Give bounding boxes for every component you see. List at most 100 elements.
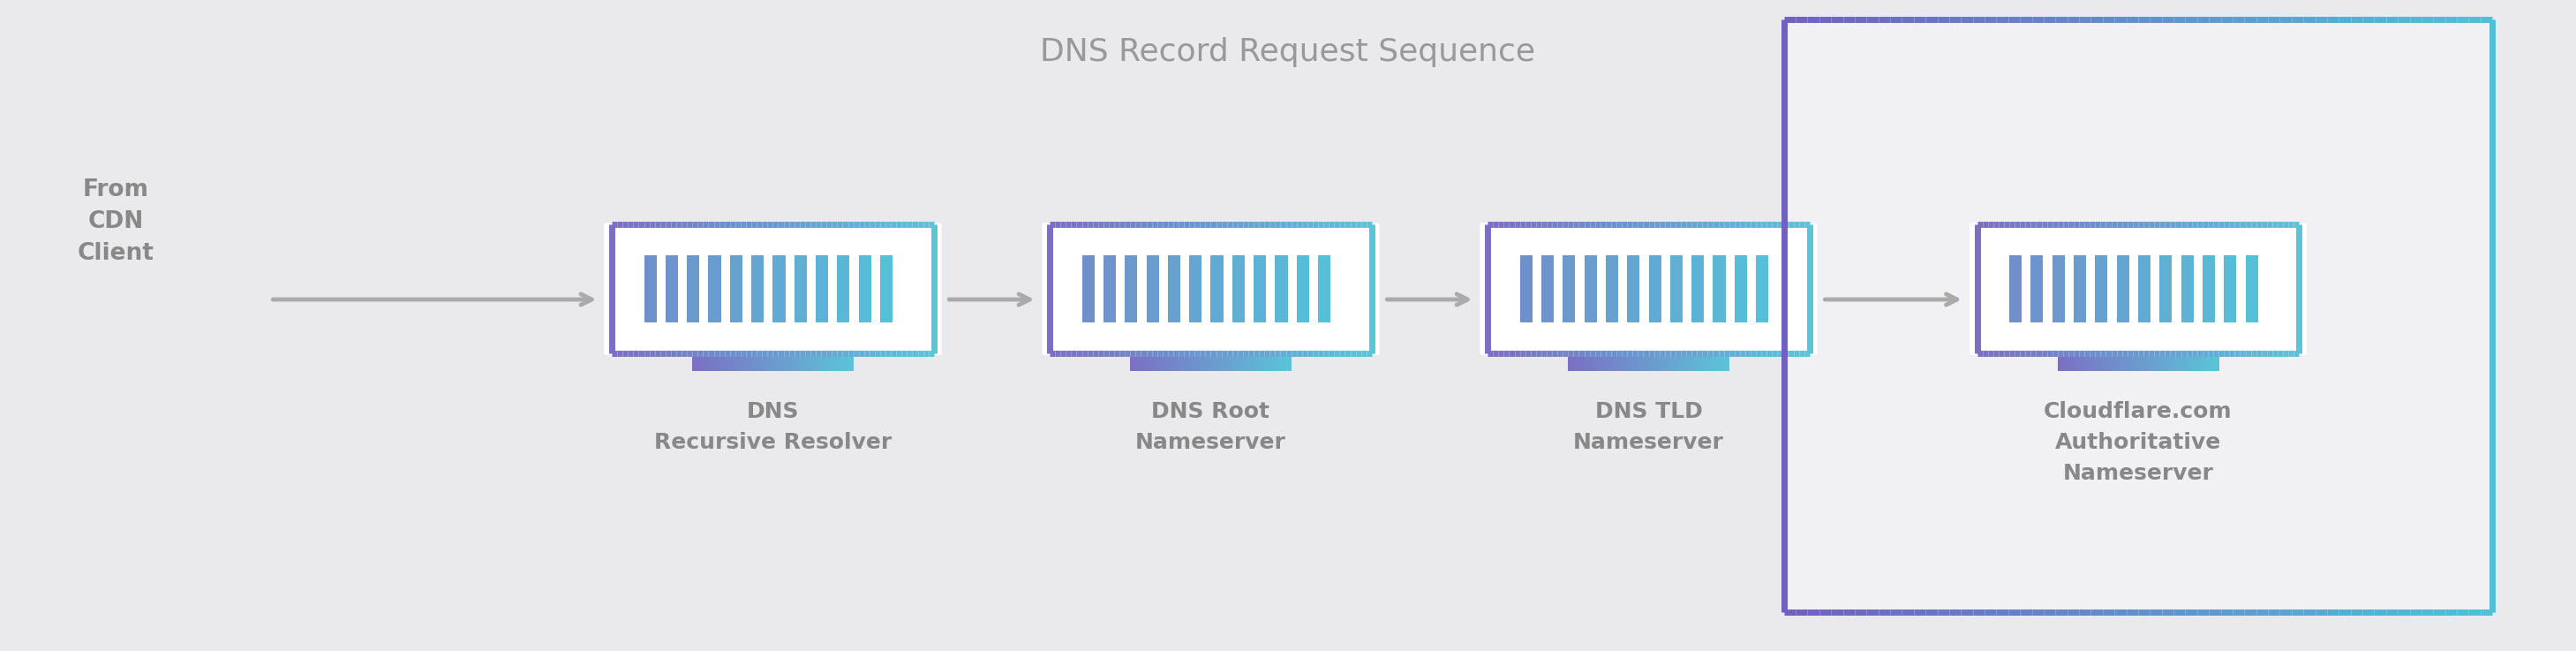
Bar bbox=[708, 255, 721, 323]
Bar bbox=[2107, 357, 2110, 371]
Bar bbox=[1656, 357, 1659, 371]
Bar bbox=[2110, 357, 2112, 371]
Bar bbox=[2115, 357, 2117, 371]
Bar bbox=[2166, 357, 2172, 371]
Bar bbox=[881, 255, 894, 323]
Bar bbox=[2205, 357, 2208, 371]
Bar bbox=[2202, 255, 2215, 323]
Bar bbox=[1623, 357, 1625, 371]
Bar bbox=[1167, 255, 1180, 323]
Bar bbox=[2058, 357, 2061, 371]
Bar bbox=[742, 357, 744, 371]
Bar bbox=[1167, 357, 1172, 371]
Bar bbox=[1692, 255, 1705, 323]
Bar bbox=[765, 357, 768, 371]
Bar bbox=[1126, 255, 1139, 323]
Bar bbox=[845, 357, 848, 371]
Bar bbox=[770, 357, 773, 371]
Bar bbox=[2133, 357, 2136, 371]
Bar bbox=[768, 357, 770, 371]
Bar bbox=[783, 357, 786, 371]
Text: DNS
Recursive Resolver: DNS Recursive Resolver bbox=[654, 400, 891, 453]
Bar bbox=[832, 357, 835, 371]
Bar bbox=[2076, 357, 2079, 371]
Bar bbox=[757, 357, 760, 371]
Bar bbox=[2030, 255, 2043, 323]
Bar bbox=[1283, 357, 1285, 371]
Bar bbox=[786, 357, 788, 371]
Bar bbox=[1633, 357, 1636, 371]
Bar bbox=[2071, 357, 2074, 371]
Bar bbox=[1574, 357, 1577, 371]
Bar bbox=[1170, 357, 1175, 371]
Bar bbox=[2130, 357, 2133, 371]
Bar bbox=[703, 357, 706, 371]
Bar bbox=[750, 357, 752, 371]
Bar bbox=[840, 357, 842, 371]
Bar bbox=[842, 357, 845, 371]
Bar bbox=[775, 357, 778, 371]
Bar bbox=[2177, 357, 2179, 371]
Bar bbox=[2197, 357, 2200, 371]
Bar bbox=[1185, 357, 1188, 371]
FancyBboxPatch shape bbox=[1783, 20, 2494, 612]
Bar bbox=[793, 255, 806, 323]
Bar bbox=[1571, 357, 1574, 371]
Bar bbox=[1664, 357, 1667, 371]
Bar bbox=[2099, 357, 2105, 371]
Bar bbox=[1659, 357, 1662, 371]
Bar bbox=[2159, 255, 2172, 323]
Bar bbox=[1672, 357, 1677, 371]
Bar bbox=[2061, 357, 2063, 371]
Bar bbox=[1703, 357, 1705, 371]
Bar bbox=[1618, 357, 1620, 371]
Bar bbox=[2223, 255, 2236, 323]
Bar bbox=[822, 357, 824, 371]
Bar bbox=[1247, 357, 1249, 371]
Bar bbox=[1164, 357, 1170, 371]
Bar bbox=[732, 357, 737, 371]
Bar bbox=[1149, 357, 1151, 371]
Bar bbox=[1540, 255, 1553, 323]
Bar bbox=[1190, 255, 1203, 323]
Bar bbox=[1602, 357, 1607, 371]
Text: DNS Root
Nameserver: DNS Root Nameserver bbox=[1136, 400, 1285, 453]
Bar bbox=[781, 357, 783, 371]
Bar bbox=[2074, 357, 2076, 371]
Bar bbox=[1605, 255, 1618, 323]
Bar bbox=[1592, 357, 1595, 371]
Bar bbox=[1669, 255, 1682, 323]
Bar bbox=[2184, 357, 2187, 371]
Bar bbox=[1146, 255, 1159, 323]
Bar bbox=[1172, 357, 1177, 371]
Bar bbox=[1646, 357, 1649, 371]
Bar bbox=[1582, 357, 1584, 371]
Bar bbox=[1200, 357, 1203, 371]
Bar bbox=[1700, 357, 1703, 371]
FancyBboxPatch shape bbox=[1479, 223, 1819, 355]
Bar bbox=[1133, 357, 1136, 371]
Bar bbox=[1710, 357, 1713, 371]
Bar bbox=[1564, 255, 1577, 323]
Bar bbox=[1144, 357, 1146, 371]
FancyBboxPatch shape bbox=[1968, 223, 2308, 355]
Bar bbox=[755, 357, 757, 371]
Bar bbox=[2187, 357, 2190, 371]
Bar bbox=[1597, 357, 1600, 371]
Bar bbox=[1713, 255, 1726, 323]
Bar bbox=[2069, 357, 2071, 371]
Bar bbox=[1610, 357, 1615, 371]
Bar bbox=[693, 357, 696, 371]
Bar bbox=[2208, 357, 2210, 371]
Bar bbox=[1190, 357, 1193, 371]
Bar bbox=[2174, 357, 2177, 371]
Bar bbox=[1154, 357, 1157, 371]
Bar bbox=[688, 255, 701, 323]
Bar bbox=[2123, 357, 2125, 371]
Bar bbox=[1175, 357, 1180, 371]
Bar bbox=[1195, 357, 1198, 371]
Bar bbox=[1680, 357, 1685, 371]
Bar bbox=[1690, 357, 1692, 371]
Bar bbox=[1687, 357, 1690, 371]
Bar bbox=[1082, 255, 1095, 323]
